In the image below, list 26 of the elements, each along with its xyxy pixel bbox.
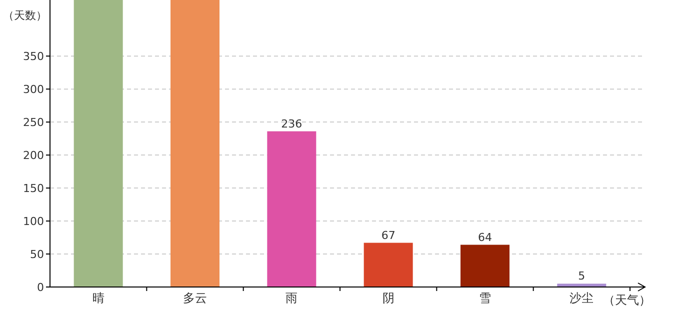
bar bbox=[557, 284, 606, 287]
data-label: 67 bbox=[381, 228, 396, 242]
bar bbox=[170, 0, 220, 287]
x-tick-label: 多云 bbox=[183, 291, 207, 305]
data-label: 64 bbox=[478, 230, 492, 244]
x-tick-label: 雨 bbox=[286, 291, 298, 305]
data-label: 5 bbox=[578, 270, 586, 283]
y-tick-label: 350 bbox=[23, 50, 44, 64]
y-tick-label: 250 bbox=[23, 116, 44, 130]
x-axis-title: （天气） bbox=[603, 293, 651, 307]
bar bbox=[74, 0, 123, 287]
y-tick-label: 150 bbox=[23, 182, 44, 196]
x-tick-label: 晴 bbox=[92, 291, 104, 305]
x-tick-label: 阴 bbox=[382, 291, 394, 305]
bar bbox=[460, 244, 510, 287]
bar bbox=[267, 131, 316, 287]
y-tick-label: 0 bbox=[37, 281, 44, 294]
y-tick-label: 100 bbox=[23, 215, 44, 228]
y-tick-label: 200 bbox=[23, 149, 44, 162]
y-tick-label: 50 bbox=[30, 248, 44, 262]
y-tick-label: 300 bbox=[23, 83, 44, 96]
y-axis-title: （天数） bbox=[3, 9, 47, 22]
bar bbox=[364, 242, 413, 287]
x-tick-label: 沙尘 bbox=[570, 291, 594, 305]
x-tick-label: 雪 bbox=[479, 291, 491, 305]
data-label: 236 bbox=[281, 117, 302, 130]
